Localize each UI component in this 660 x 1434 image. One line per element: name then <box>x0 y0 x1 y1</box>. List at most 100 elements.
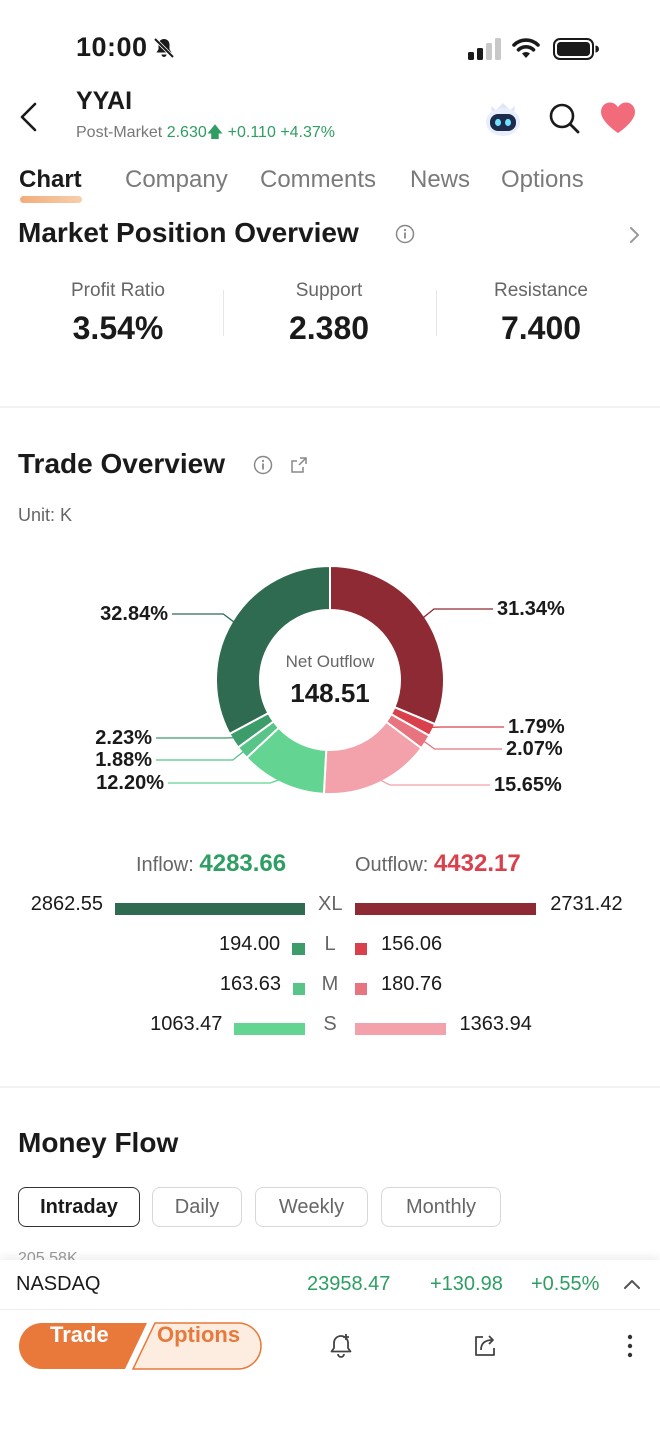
outflow-total: Outflow: 4432.17 <box>355 850 521 878</box>
donut-leader-line-5 <box>156 748 248 761</box>
tab-comments[interactable]: Comments <box>260 166 377 193</box>
trade-button[interactable]: Trade <box>50 1322 109 1347</box>
active-tab-underline <box>20 196 82 203</box>
donut-slice-label-6: 2.23% <box>95 727 152 749</box>
flow-row-l: 194.00 L 156.06 <box>0 933 660 963</box>
status-bar: 10:00 <box>0 0 660 90</box>
bell-off-icon <box>153 37 175 59</box>
post-market-quote: Post-Market 2.630🡅 +0.110 +4.37% <box>76 121 335 148</box>
favorite-heart-icon[interactable] <box>599 101 637 135</box>
share-icon[interactable] <box>289 455 309 475</box>
donut-leader-line-0 <box>419 608 493 621</box>
post-market-change: +0.110 <box>227 124 276 141</box>
inflow-value: 163.63 <box>219 973 281 995</box>
trade-overview-donut-chart: 31.34% 1.79%2.07% 15.65% 12.20%1.88%2.23% 32… <box>95 564 565 796</box>
options-button[interactable]: Options <box>157 1322 241 1347</box>
index-value: 23958.47 <box>307 1273 391 1295</box>
stat-support: Support 2.380 <box>229 280 429 347</box>
flow-category: XL <box>318 893 343 915</box>
stat-value: 3.54% <box>72 310 164 346</box>
info-icon[interactable] <box>395 224 415 244</box>
donut-center-label: Net Outflow <box>286 652 376 671</box>
donut-slice-label-5: 1.88% <box>95 749 152 771</box>
donut-leader-line-7 <box>172 613 238 626</box>
more-options-icon[interactable] <box>616 1332 644 1360</box>
tab-company[interactable]: Company <box>125 166 228 193</box>
section-divider <box>0 406 660 408</box>
donut-center-value: 148.51 <box>290 678 370 708</box>
outflow-bar <box>355 1023 446 1035</box>
outflow-bar <box>355 943 367 955</box>
outflow-value: 2731.42 <box>550 893 623 915</box>
wifi-icon <box>512 38 540 58</box>
back-icon[interactable] <box>16 100 42 134</box>
tab-news[interactable]: News <box>410 166 471 193</box>
inflow-bar <box>293 983 305 995</box>
bottom-action-bar: Trade Options <box>0 1310 660 1434</box>
donut-leader-line-3 <box>375 777 490 786</box>
donut-slice-label-3: 15.65% <box>494 774 562 796</box>
outflow-value: 180.76 <box>381 973 443 995</box>
inflow-bar <box>115 903 305 915</box>
up-arrow-icon: 🡅 <box>206 124 224 141</box>
donut-slice-label-0: 31.34% <box>497 598 565 620</box>
outflow-label: Outflow: <box>355 854 429 876</box>
tab-weekly[interactable]: Weekly <box>255 1187 368 1227</box>
tab-chart[interactable]: Chart <box>19 166 82 193</box>
share-icon[interactable] <box>471 1332 499 1360</box>
search-icon[interactable] <box>547 101 581 135</box>
donut-slice-label-4: 12.20% <box>96 772 164 794</box>
info-icon[interactable] <box>253 455 273 475</box>
index-ticker-bar[interactable]: NASDAQ 23958.47 +130.98 +0.55% <box>0 1260 660 1310</box>
post-market-change-pct: +4.37% <box>280 124 336 141</box>
stat-value: 2.380 <box>288 310 370 346</box>
inflow-value: 194.00 <box>218 933 281 955</box>
cellular-signal-icon <box>468 38 501 60</box>
donut-leader-line-2 <box>420 738 502 750</box>
divider <box>223 290 224 336</box>
trade-options-pill <box>19 1322 262 1370</box>
flow-category: L <box>324 933 336 955</box>
index-change: +130.98 <box>430 1273 503 1295</box>
index-change-pct: +0.55% <box>531 1273 600 1295</box>
flow-category: M <box>321 973 339 995</box>
detail-tabs: Chart Company Comments News Options <box>0 166 660 206</box>
inflow-total: Inflow: 4283.66 <box>136 850 286 878</box>
inflow-bar <box>292 943 305 955</box>
index-name: NASDAQ <box>16 1273 101 1295</box>
outflow-value: 4432.17 <box>433 850 521 877</box>
trade-overview-title: Trade Overview <box>18 448 226 479</box>
chevron-right-icon[interactable] <box>626 224 642 246</box>
inflow-value: 2862.55 <box>30 893 103 915</box>
donut-slice-label-2: 2.07% <box>506 738 563 760</box>
donut-leader-line-4 <box>168 777 285 784</box>
money-flow-title: Money Flow <box>18 1127 179 1158</box>
options-button-bg[interactable] <box>131 1322 262 1370</box>
donut-slice-7 <box>215 564 331 736</box>
market-position-title: Market Position Overview <box>18 217 359 248</box>
outflow-value: 1363.94 <box>459 1013 532 1035</box>
trade-button-bg[interactable] <box>19 1323 147 1369</box>
status-time: 10:00 <box>76 32 148 62</box>
ai-assistant-robot-icon[interactable] <box>482 98 524 138</box>
outflow-bar <box>355 903 537 915</box>
divider <box>436 290 437 336</box>
donut-slice-label-1: 1.79% <box>508 716 565 738</box>
tab-daily[interactable]: Daily <box>152 1187 242 1227</box>
tab-intraday[interactable]: Intraday <box>18 1187 140 1227</box>
tab-options[interactable]: Options <box>501 166 584 193</box>
stat-profit-ratio: Profit Ratio 3.54% <box>18 280 218 347</box>
stat-label: Resistance <box>494 280 588 301</box>
inflow-value: 1063.47 <box>150 1013 223 1035</box>
stat-value: 7.400 <box>500 310 582 346</box>
chevron-up-icon[interactable] <box>622 1276 642 1292</box>
battery-icon <box>553 38 599 60</box>
stat-label: Support <box>295 280 363 301</box>
donut-slice-label-7: 32.84% <box>100 603 168 625</box>
outflow-bar <box>355 983 367 995</box>
price-alert-bell-icon[interactable] <box>327 1332 355 1360</box>
flow-category: S <box>323 1013 337 1035</box>
flow-row-xl: 2862.55 XL 2731.42 <box>0 893 660 923</box>
tab-monthly[interactable]: Monthly <box>381 1187 501 1227</box>
stat-label: Profit Ratio <box>71 280 165 301</box>
